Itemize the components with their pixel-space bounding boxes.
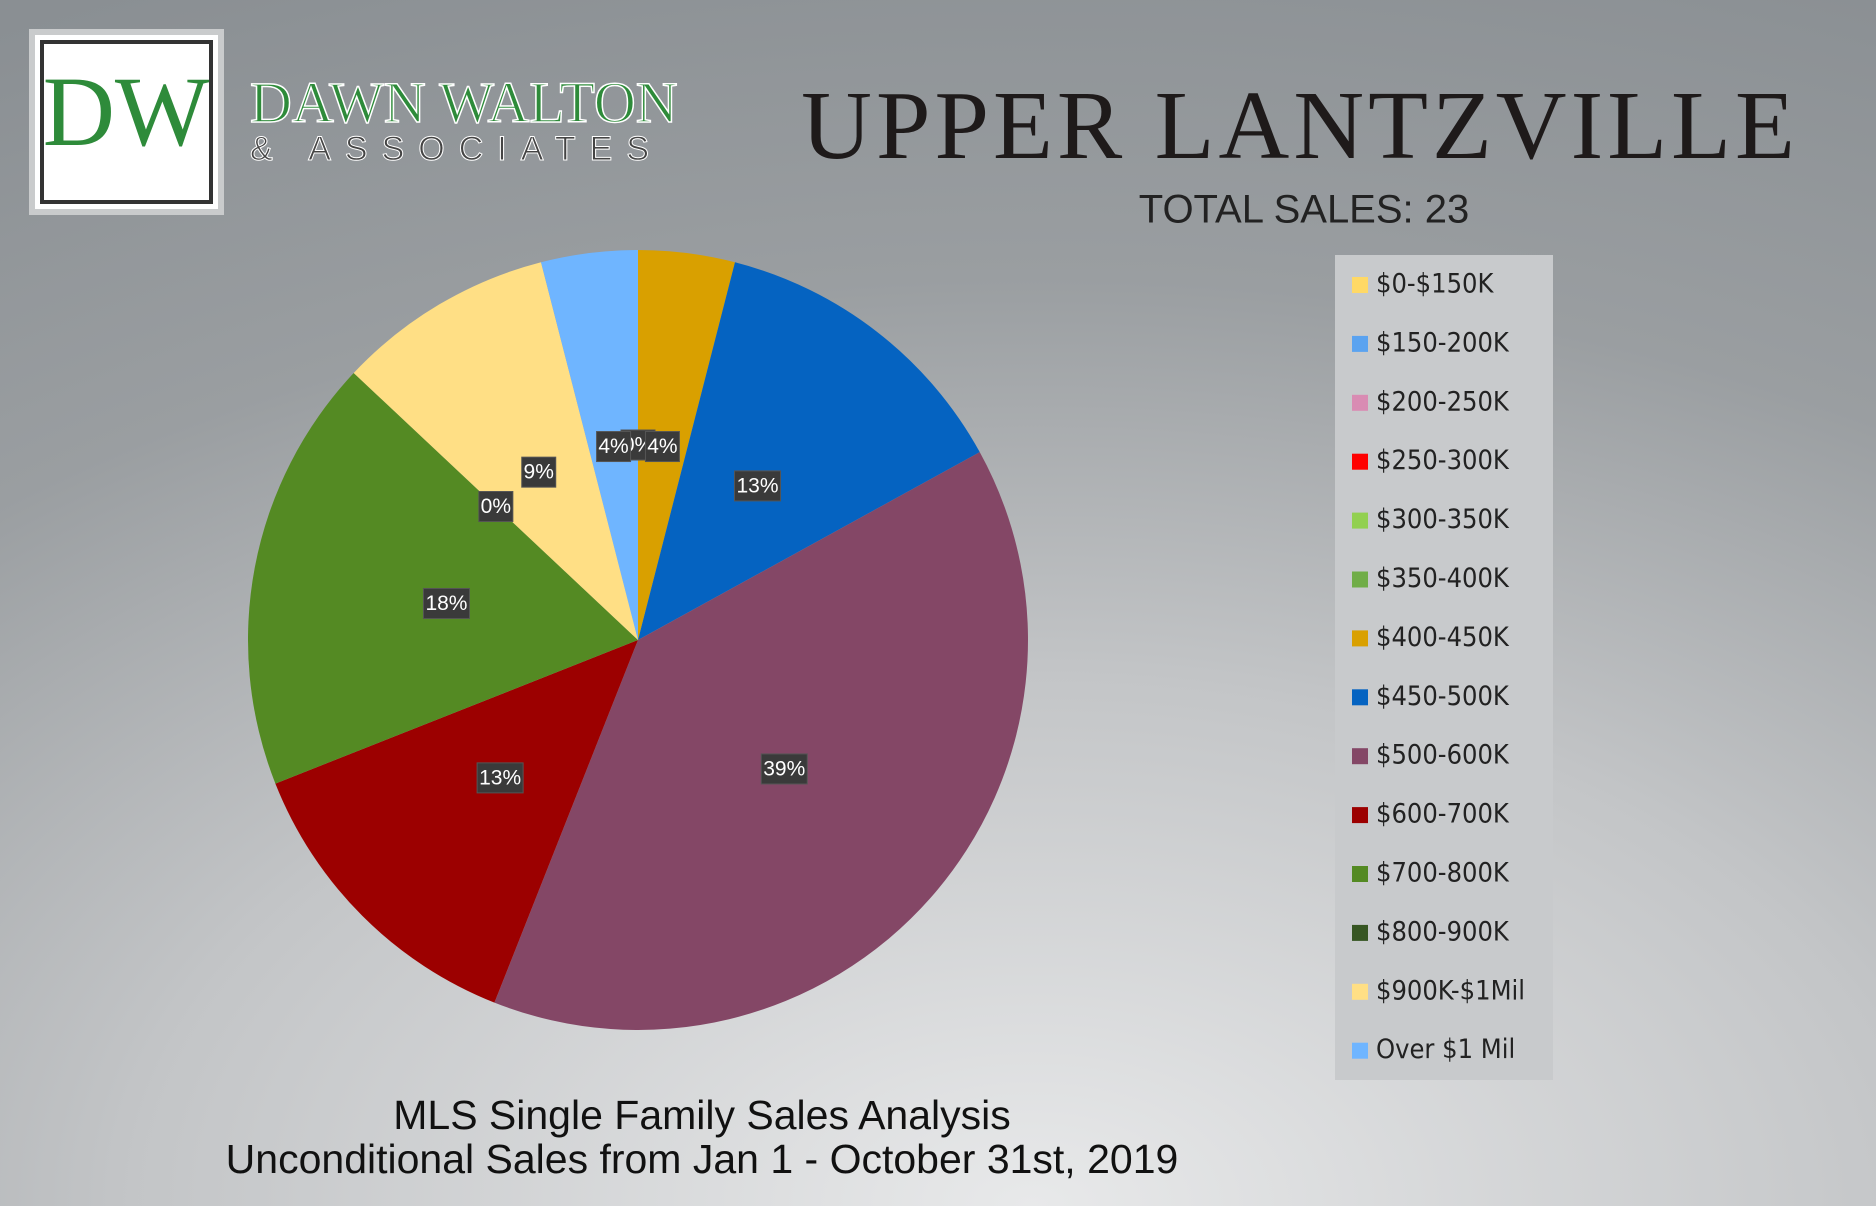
logo-tagline: & ASSOCIATES xyxy=(250,130,663,168)
legend-swatch xyxy=(1352,571,1368,588)
legend-label: $400-450K xyxy=(1376,622,1510,653)
pie-slice xyxy=(638,262,980,640)
logo-name: DAWN WALTON xyxy=(250,70,678,135)
legend-label: $900K-$1Mil xyxy=(1376,975,1525,1006)
data-label: 18% xyxy=(425,592,467,615)
legend-swatch xyxy=(1352,394,1368,411)
legend-label: $700-800K xyxy=(1376,858,1510,889)
footnote: MLS Single Family Sales Analysis xyxy=(393,1092,1011,1138)
legend-swatch xyxy=(1352,983,1368,1000)
legend-swatch xyxy=(1352,866,1368,882)
legend-swatch xyxy=(1352,512,1368,529)
data-label: 13% xyxy=(737,474,779,497)
legend-swatch xyxy=(1352,924,1368,941)
logo-frame xyxy=(40,40,213,204)
pie-slice xyxy=(541,250,638,640)
pie-slice xyxy=(638,250,735,640)
legend-label: $350-400K xyxy=(1376,563,1510,594)
data-label-box xyxy=(734,470,782,502)
legend-label: $500-600K xyxy=(1376,740,1510,771)
data-label: 0% xyxy=(481,495,511,518)
logo-monogram: DW xyxy=(43,56,210,167)
data-label-box xyxy=(422,587,470,619)
legend-label: Over $1 Mil xyxy=(1376,1034,1515,1065)
data-label: 4% xyxy=(598,435,628,458)
chart-title: Upper Lantzville xyxy=(801,72,1799,180)
legend-swatch xyxy=(1352,807,1368,824)
data-label-box xyxy=(476,762,524,794)
pie-slice xyxy=(494,452,1029,1030)
data-label-box xyxy=(478,491,514,523)
data-label-box xyxy=(521,456,557,488)
pie-slice xyxy=(248,373,638,784)
legend-swatch xyxy=(1352,277,1368,293)
legend-swatch xyxy=(1352,453,1368,470)
legend-swatch xyxy=(1352,335,1368,352)
pie-slice xyxy=(353,262,638,640)
legend-label: $250-300K xyxy=(1376,445,1510,476)
data-label: 4% xyxy=(647,435,677,458)
data-label-box xyxy=(644,431,680,463)
pie-slice xyxy=(275,640,638,1003)
legend-box xyxy=(1335,255,1553,1080)
legend-swatch xyxy=(1352,1042,1368,1059)
data-label: 9% xyxy=(524,461,554,484)
data-label-box xyxy=(760,753,808,785)
chart-subtitle: TOTAL SALES: 23 xyxy=(1139,188,1470,232)
data-label-box xyxy=(596,431,632,463)
footnote: Unconditional Sales from Jan 1 - October… xyxy=(226,1136,1179,1182)
legend-label: $300-350K xyxy=(1376,504,1510,535)
legend-label: $200-250K xyxy=(1376,386,1510,417)
legend-swatch xyxy=(1352,630,1368,647)
logo-box xyxy=(29,29,224,215)
legend-swatch xyxy=(1352,689,1368,706)
legend-label: $800-900K xyxy=(1376,916,1510,947)
legend-label: $450-500K xyxy=(1376,681,1510,712)
legend-label: $600-700K xyxy=(1376,799,1510,830)
legend-swatch xyxy=(1352,748,1368,765)
legend-label: $150-200K xyxy=(1376,327,1510,358)
data-label: 13% xyxy=(479,766,521,789)
data-label: 39% xyxy=(763,758,805,781)
legend-label: $0-$150K xyxy=(1376,269,1494,300)
